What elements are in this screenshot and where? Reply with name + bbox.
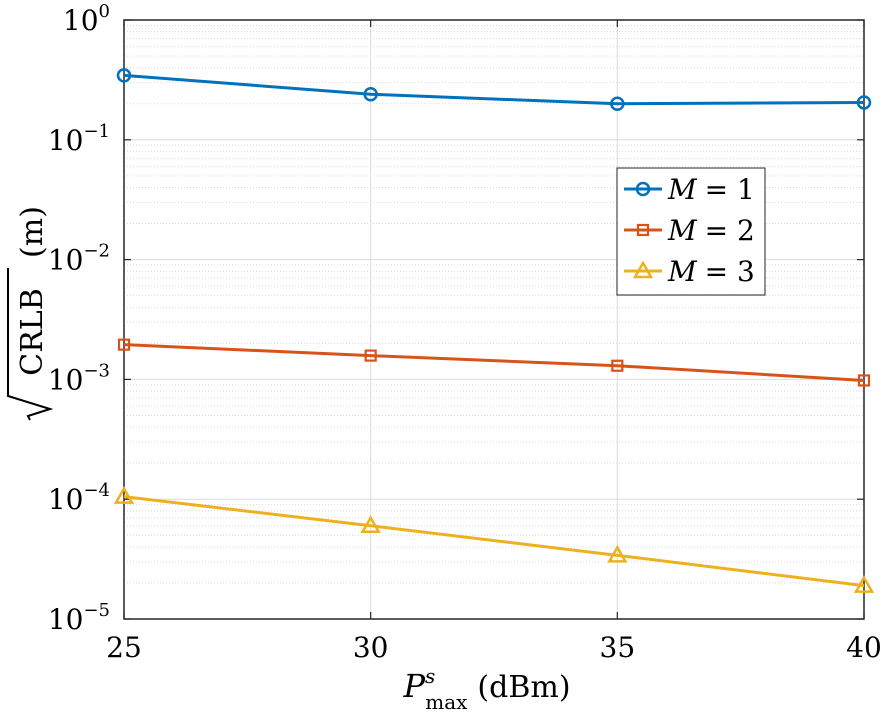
x-axis-label: Ps max (dBm) xyxy=(402,664,570,714)
y-tick-label: 10−1 xyxy=(48,121,110,157)
data-point-square xyxy=(117,338,131,351)
y-tick-label: 100 xyxy=(63,1,110,37)
series-line xyxy=(123,343,865,382)
series-layer xyxy=(113,68,875,593)
data-point-square xyxy=(611,359,624,372)
plot-area-frame xyxy=(123,19,865,620)
series-m1 xyxy=(116,68,872,111)
y-tick-label: 10−3 xyxy=(48,360,110,396)
y-tick-label: 10−4 xyxy=(48,480,110,516)
data-point-circle xyxy=(363,87,378,102)
legend: M = 1 M = 2 M = 3 xyxy=(616,167,766,296)
legend-label: M = 2 xyxy=(667,214,755,247)
legend-marker-triangle xyxy=(632,260,654,279)
legend-item-m2: M = 2 xyxy=(624,214,755,247)
y-label-radicand: CRLB xyxy=(15,288,50,376)
series-line xyxy=(123,495,865,588)
data-point-triangle xyxy=(853,575,875,593)
x-tick-label: 35 xyxy=(600,631,636,664)
x-tick-label: 25 xyxy=(106,631,142,664)
data-point-square xyxy=(857,374,871,387)
x-tick-label: 40 xyxy=(846,631,882,664)
data-point-circle xyxy=(610,96,625,111)
legend-item-m3: M = 3 xyxy=(624,255,755,288)
radical-sign xyxy=(7,268,54,421)
data-point-triangle xyxy=(607,544,628,563)
series-m3 xyxy=(113,486,875,593)
y-label-unit: (m) xyxy=(15,206,50,258)
legend-label: M = 3 xyxy=(667,255,755,288)
y-tick-label: 10−2 xyxy=(48,241,110,277)
data-point-square xyxy=(364,349,377,362)
series-line xyxy=(123,73,865,106)
y-axis-label: CRLB (m) xyxy=(7,206,54,421)
x-tick-label: 30 xyxy=(353,631,389,664)
data-point-circle xyxy=(856,95,872,110)
x-axis-ticks: 25 30 35 40 xyxy=(106,20,882,664)
legend-marker-square xyxy=(636,223,650,237)
series-m2 xyxy=(117,338,871,387)
grid-lines xyxy=(124,20,864,619)
legend-label: M = 1 xyxy=(667,173,755,206)
y-tick-label: 10−5 xyxy=(48,600,110,636)
legend-marker-circle xyxy=(635,181,651,197)
data-point-circle xyxy=(116,68,132,83)
legend-item-m1: M = 1 xyxy=(624,173,755,206)
data-point-triangle xyxy=(360,515,381,534)
y-axis-ticks: 100 10−1 10−2 10−3 10−4 10−5 xyxy=(48,1,864,636)
data-point-triangle xyxy=(113,486,135,504)
